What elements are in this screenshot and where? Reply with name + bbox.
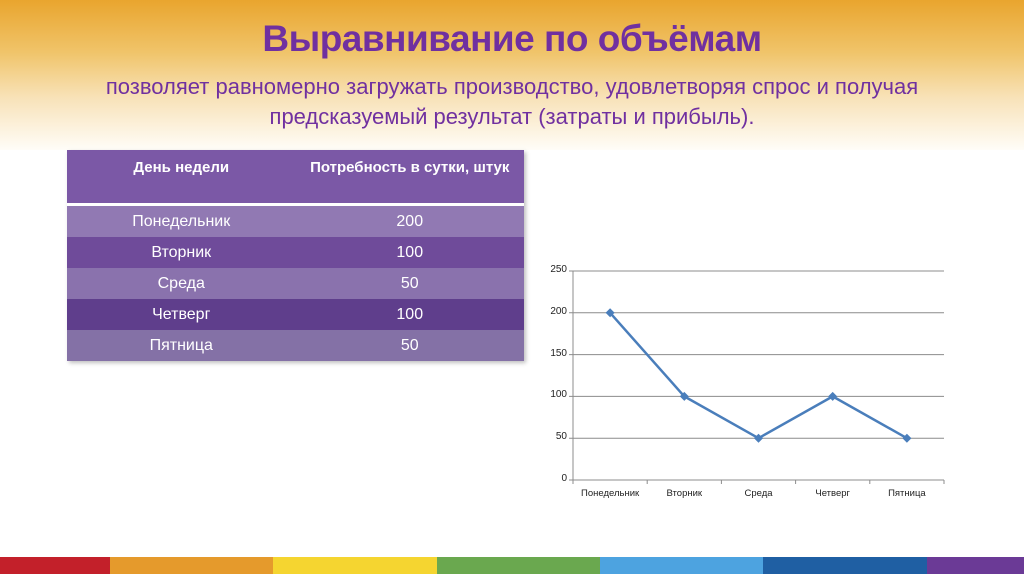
cell-demand: 50	[400, 336, 419, 354]
cell-demand: 100	[396, 243, 424, 261]
footer-stripe-segment	[0, 557, 110, 574]
y-tick-label: 200	[550, 305, 567, 317]
table-row: Понедельник 200	[67, 206, 524, 237]
cell-demand: 50	[400, 274, 419, 292]
y-tick-label: 150	[550, 347, 567, 359]
footer-stripe-segment	[763, 557, 927, 574]
x-tick-label: Пятница	[888, 488, 926, 499]
header-day: День недели	[133, 159, 230, 176]
x-tick-label: Понедельник	[581, 488, 640, 499]
data-point-marker	[828, 391, 838, 401]
line-chart: 0 50 100 150 200 250 Понедельник Вторник Среда Ч…	[530, 260, 960, 510]
x-tick-label: Среда	[744, 488, 773, 499]
y-tick-label: 100	[550, 389, 567, 401]
header-demand: Потребность в сутки, штук	[310, 159, 510, 176]
table-header: День недели Потребность в сутки, штук	[67, 150, 524, 206]
footer-stripe-segment	[600, 557, 763, 574]
demand-table: День недели Потребность в сутки, штук По…	[67, 150, 524, 361]
footer-stripe-segment	[110, 557, 273, 574]
y-tick-label: 0	[561, 473, 567, 484]
table-row: Четверг 100	[67, 299, 524, 330]
cell-day: Вторник	[151, 243, 212, 261]
slide-subtitle: позволяет равномерно загружать производс…	[105, 74, 919, 129]
cell-day: Среда	[157, 274, 205, 292]
cell-day: Пятница	[149, 336, 213, 354]
table-row: Среда 50	[67, 268, 524, 299]
y-tick-label: 50	[555, 431, 567, 443]
slide-title: Выравнивание по объёмам	[262, 18, 762, 59]
cell-demand: 100	[396, 305, 424, 323]
footer-stripe-segment	[437, 557, 600, 574]
cell-demand: 200	[396, 212, 424, 230]
chart-plot	[569, 270, 945, 484]
data-point-marker	[902, 433, 912, 443]
x-tick-label: Четверг	[815, 488, 850, 499]
footer-stripe-segment	[273, 557, 437, 574]
cell-day: Понедельник	[132, 212, 231, 230]
header-gradient-background	[0, 0, 1024, 150]
x-tick-label: Вторник	[666, 488, 703, 499]
table-row: Пятница 50	[67, 330, 524, 361]
cell-day: Четверг	[152, 305, 211, 323]
data-point-marker	[605, 308, 615, 318]
data-point-marker	[679, 391, 689, 401]
y-tick-label: 250	[550, 264, 567, 275]
table-row: Вторник 100	[67, 237, 524, 268]
footer-stripe-segment	[927, 557, 1024, 574]
data-point-marker	[754, 433, 763, 443]
